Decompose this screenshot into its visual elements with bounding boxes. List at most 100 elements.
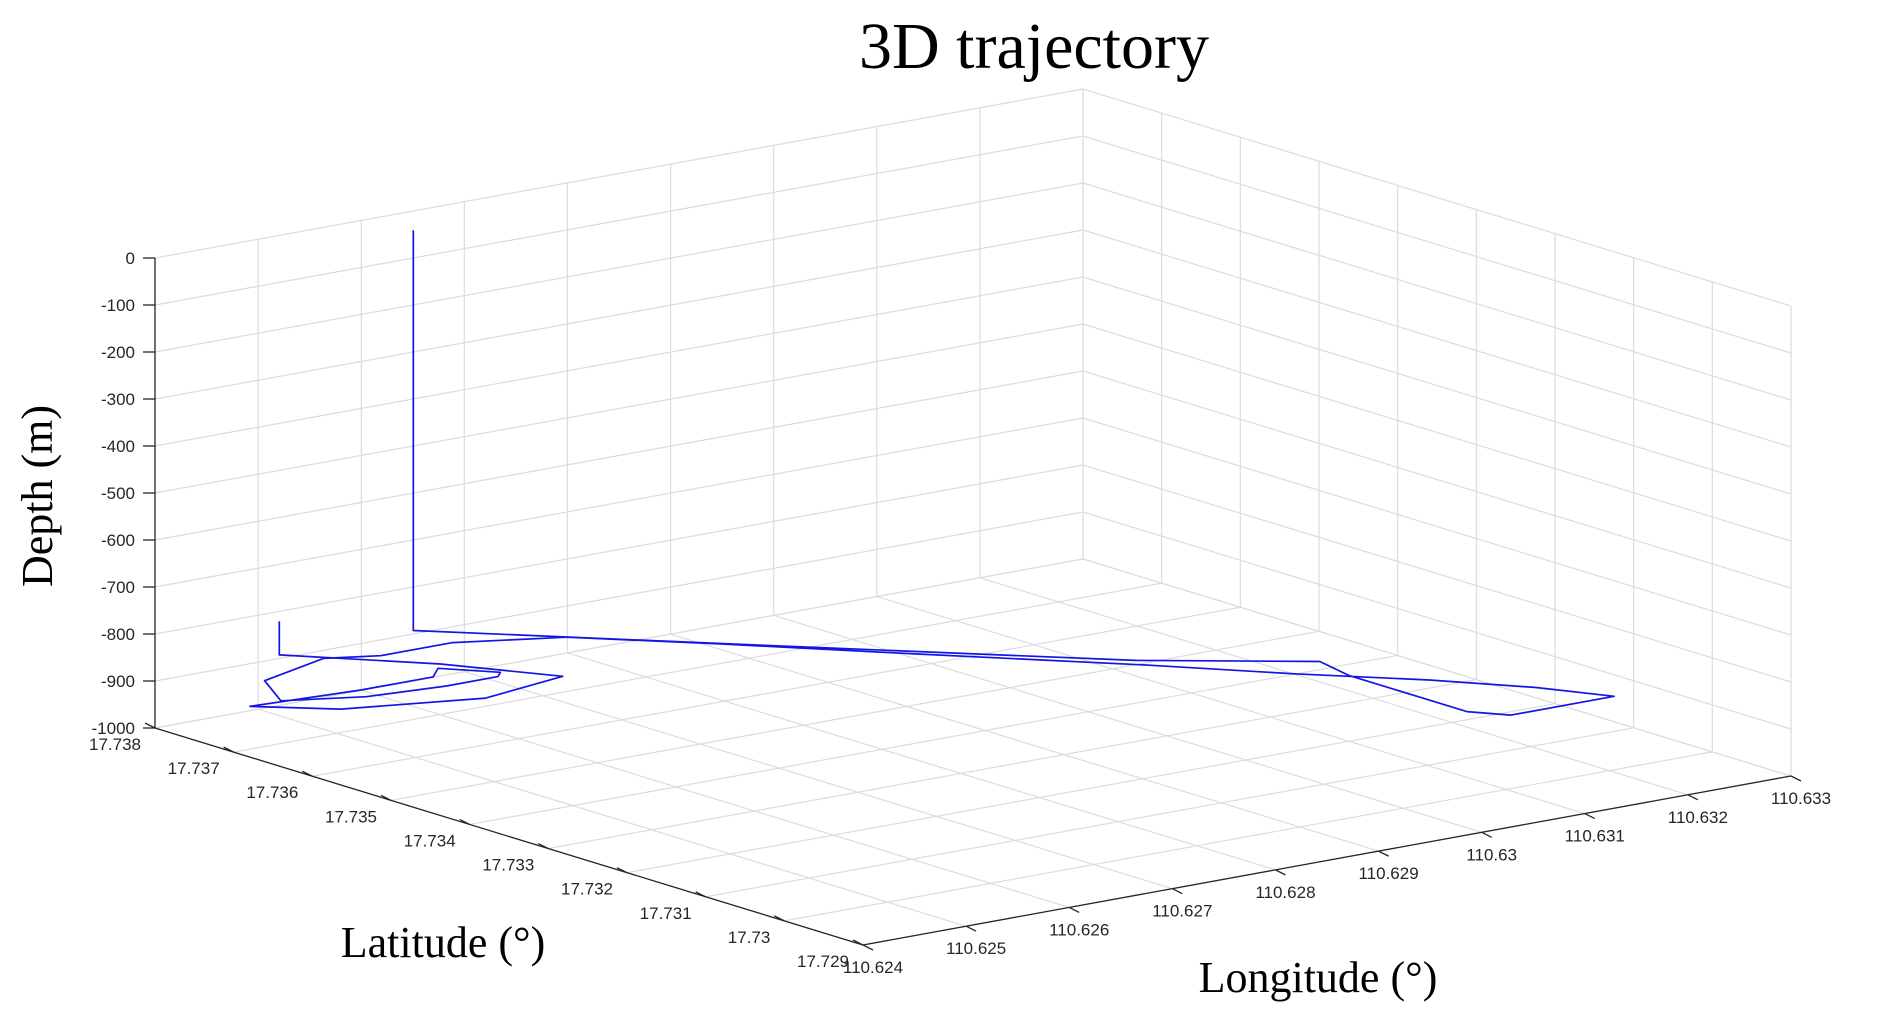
grid-line (705, 727, 1634, 898)
grid-line (1082, 323, 1792, 542)
y-tick-label: 17.733 (482, 856, 534, 875)
z-tick-label: -700 (101, 578, 135, 597)
x-tick-label: 110.629 (1358, 864, 1418, 883)
grid-line (979, 577, 1689, 796)
grid-line (773, 614, 1482, 833)
x-tick-mark (965, 925, 977, 932)
grid-line (154, 276, 1084, 447)
grid-line (567, 652, 1276, 871)
y-axis-line (154, 727, 864, 946)
grid-line (390, 630, 1320, 801)
grid-line (784, 751, 1713, 922)
grid-line (548, 678, 1477, 850)
grid-line (257, 708, 967, 927)
grid-line (154, 417, 1084, 588)
y-tick-mark (538, 842, 549, 850)
grid-line (154, 370, 1084, 541)
x-tick-label: 110.625 (946, 939, 1006, 958)
z-tick-label: -900 (101, 672, 135, 691)
y-tick-label: 17.731 (640, 904, 692, 923)
y-tick-label: 17.734 (404, 831, 456, 850)
grid-line (469, 654, 1398, 826)
grid-line (1082, 276, 1792, 495)
x-tick-mark (1584, 812, 1596, 820)
grid-line (626, 703, 1556, 874)
x-tick-label: 110.63 (1466, 845, 1517, 864)
y-tick-mark (223, 746, 234, 753)
grid-line (1082, 370, 1792, 589)
z-tick-label: -300 (101, 390, 135, 409)
axes (143, 257, 1802, 951)
grid-line (1082, 135, 1792, 354)
tick-labels: 110.624 110.625 110.626 110.627 110.628 110.6… (89, 249, 1831, 977)
grid-planes (154, 88, 1792, 946)
z-tick-label: -200 (101, 343, 135, 362)
x-tick-label: 110.631 (1565, 827, 1625, 846)
grid-line (1082, 229, 1792, 448)
grid-line (670, 633, 1379, 852)
grid-line (154, 558, 1084, 729)
x-tick-mark (1275, 869, 1286, 876)
y-tick-label: 17.736 (246, 783, 298, 802)
x-tick-mark (1481, 831, 1492, 838)
trajectory-layer (249, 230, 1615, 716)
y-tick-label: 17.735 (325, 807, 377, 826)
y-tick-mark (852, 939, 864, 946)
z-tick-label: -600 (101, 531, 135, 550)
y-tick-label: 17.73 (728, 928, 771, 947)
grid-line (154, 88, 1084, 259)
x-tick-label: 110.628 (1255, 883, 1315, 902)
y-tick-mark (695, 891, 706, 898)
z-tick-label: 0 (126, 249, 135, 268)
z-tick-label: -1000 (92, 719, 135, 738)
y-tick-mark (380, 794, 392, 801)
y-tick-label: 17.732 (561, 880, 613, 899)
z-tick-label: -100 (101, 296, 135, 315)
grid-line (154, 464, 1084, 635)
grid-line (1082, 464, 1792, 683)
grid-line (464, 671, 1173, 890)
grid-line (154, 323, 1084, 494)
chart-title: 3D trajectory (859, 10, 1209, 83)
y-axis-label: Latitude (°) (341, 918, 546, 967)
y-tick-mark (459, 818, 470, 826)
x-tick-label: 110.624 (843, 958, 903, 977)
grid-line (312, 606, 1241, 777)
z-tick-label: -400 (101, 437, 135, 456)
x-axis-label: Longitude (°) (1199, 953, 1438, 1002)
x-tick-mark (862, 944, 874, 951)
y-tick-mark (302, 770, 313, 777)
x-tick-mark (1378, 850, 1389, 857)
y-tick-label: 17.737 (168, 759, 220, 778)
trajectory-line (249, 230, 1615, 716)
x-tick-mark (1172, 888, 1183, 895)
x-tick-label: 110.626 (1049, 920, 1109, 939)
grid-line (876, 595, 1585, 815)
grid-line (1082, 88, 1792, 307)
grid-line (361, 689, 1070, 909)
grid-line (154, 182, 1084, 353)
y-tick-mark (144, 722, 156, 729)
x-tick-label: 110.627 (1152, 902, 1212, 921)
x-tick-mark (1068, 906, 1080, 914)
z-tick-label: -800 (101, 625, 135, 644)
x-axis-line (862, 775, 1792, 946)
x-tick-mark (1790, 775, 1802, 782)
grid-line (1082, 417, 1792, 636)
y-tick-label: 17.729 (797, 952, 849, 971)
grid-line (154, 511, 1084, 682)
z-tick-label: -500 (101, 484, 135, 503)
z-axis-label: Depth (m) (13, 405, 62, 587)
grid-line (233, 582, 1162, 753)
x-tick-label: 110.632 (1668, 808, 1728, 827)
y-tick-label: 17.738 (89, 735, 141, 754)
x-tick-label: 110.633 (1771, 789, 1831, 808)
y-tick-mark (616, 867, 628, 874)
grid-line (1082, 558, 1792, 777)
grid-line (1082, 511, 1792, 730)
y-tick-mark (774, 915, 785, 922)
grid-line (1082, 182, 1792, 401)
grid-line (154, 229, 1084, 400)
x-tick-mark (1687, 794, 1699, 801)
